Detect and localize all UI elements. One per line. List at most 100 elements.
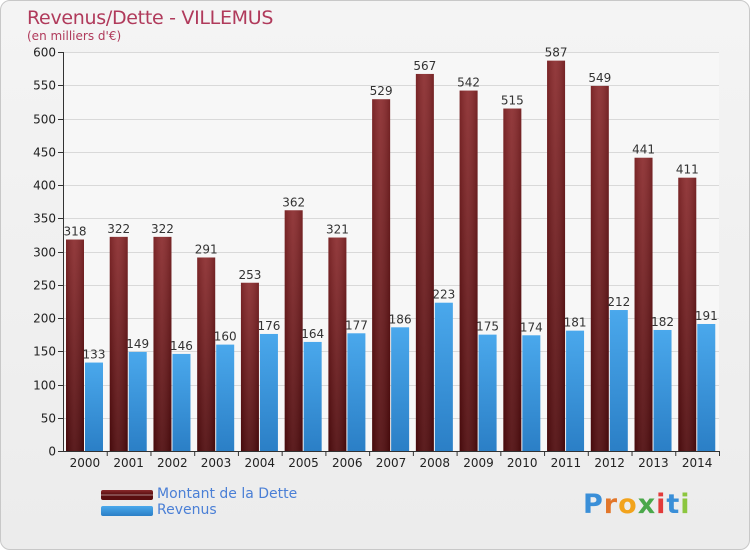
data-label-dette: 291 — [195, 242, 218, 256]
x-tick-label: 2000 — [70, 456, 101, 470]
logo-letter: i — [656, 489, 667, 520]
chart-title: Revenus/Dette - VILLEMUS — [27, 7, 274, 29]
bar-revenus — [216, 344, 235, 451]
bar-dette-shade — [590, 85, 609, 451]
y-tick-label: 350 — [33, 212, 56, 226]
y-tick-label: 550 — [33, 79, 56, 93]
y-tick-label: 450 — [33, 146, 56, 160]
data-label-revenus: 223 — [432, 288, 455, 302]
data-label-dette: 587 — [545, 46, 568, 60]
bar-revenus — [391, 327, 410, 451]
bar-dette-shade — [197, 257, 216, 451]
bar-revenus — [653, 329, 672, 451]
logo-letter: P — [583, 489, 604, 520]
logo-letter: t — [666, 489, 681, 520]
bar-revenus — [85, 362, 103, 451]
bar-dette-shade — [634, 157, 653, 452]
data-label-revenus: 133 — [83, 348, 106, 362]
data-label-dette: 253 — [238, 268, 261, 282]
bar-dette-shade — [153, 236, 172, 451]
data-label-revenus: 164 — [301, 327, 324, 341]
x-tick-label: 2014 — [682, 456, 713, 470]
data-label-revenus: 174 — [520, 320, 543, 334]
x-tick-label: 2013 — [638, 456, 669, 470]
x-tick-label: 2012 — [594, 456, 625, 470]
y-tick-label: 500 — [33, 113, 56, 127]
legend-label-dette: Montant de la Dette — [157, 486, 298, 502]
x-tick-label: 2009 — [463, 456, 494, 470]
data-label-dette: 322 — [107, 222, 130, 236]
y-tick-label: 600 — [33, 46, 56, 60]
bar-dette-shade — [328, 237, 347, 451]
bar-revenus — [434, 302, 453, 451]
x-tick-label: 2010 — [507, 456, 538, 470]
y-tick-label: 250 — [33, 279, 56, 293]
x-tick-label: 2003 — [201, 456, 232, 470]
data-label-revenus: 212 — [607, 295, 630, 309]
data-label-revenus: 146 — [170, 339, 193, 353]
bar-dette-shade — [372, 99, 391, 451]
data-label-revenus: 186 — [389, 312, 412, 326]
bar-revenus — [478, 334, 497, 451]
bar-dette-shade — [66, 239, 84, 451]
x-tick-label: 2004 — [245, 456, 276, 470]
legend-swatch-dette — [101, 490, 153, 500]
y-tick-label: 0 — [48, 445, 56, 459]
bar-dette-shade — [240, 282, 259, 451]
y-tick-label: 100 — [33, 379, 56, 393]
plot-area — [63, 52, 719, 451]
data-label-dette: 411 — [676, 163, 699, 177]
y-tick-label: 50 — [41, 412, 56, 426]
y-tick-label: 200 — [33, 312, 56, 326]
bar-revenus — [259, 333, 278, 451]
bar-revenus — [697, 323, 716, 451]
data-label-revenus: 181 — [564, 316, 587, 330]
x-tick-label: 2008 — [419, 456, 450, 470]
logo-letter: o — [618, 489, 638, 520]
x-tick-label: 2001 — [113, 456, 144, 470]
bar-dette-shade — [547, 60, 566, 452]
axes: 0 50 100 150 200 250 300 350 400 450 500 550 600 2000… — [33, 46, 720, 470]
bar-dette-shade — [503, 108, 522, 452]
y-tick-label: 300 — [33, 246, 56, 260]
data-label-dette: 441 — [632, 143, 655, 157]
logo-letter: i — [680, 489, 691, 520]
bar-revenus — [566, 330, 585, 451]
data-label-dette: 318 — [64, 225, 87, 239]
bar-dette-shade — [109, 236, 128, 451]
data-label-revenus: 182 — [651, 315, 674, 329]
data-label-dette: 322 — [151, 222, 174, 236]
data-label-revenus: 176 — [257, 319, 280, 333]
data-label-revenus: 160 — [214, 330, 237, 344]
x-tick-label: 2005 — [288, 456, 319, 470]
data-label-revenus: 149 — [126, 337, 149, 351]
legend-label-revenus: Revenus — [157, 502, 217, 518]
data-labels: 318 133 322 149 322 146 291 160 253 176 362 164 321 1… — [64, 46, 718, 362]
chart-subtitle: (en milliers d'€) — [27, 29, 122, 43]
data-label-revenus: 175 — [476, 320, 499, 334]
y-tick-label: 150 — [33, 345, 56, 359]
bar-revenus — [303, 341, 322, 451]
x-tick-label: 2002 — [157, 456, 188, 470]
bar-dette-shade — [459, 90, 478, 451]
data-label-dette: 567 — [413, 59, 436, 73]
bars — [66, 60, 716, 452]
data-label-dette: 362 — [282, 195, 305, 209]
bar-dette-shade — [678, 177, 697, 451]
data-label-revenus: 191 — [695, 309, 718, 323]
grid-lines — [63, 52, 719, 452]
bar-revenus — [128, 351, 147, 451]
data-label-revenus: 177 — [345, 318, 368, 332]
bar-revenus — [347, 333, 366, 451]
data-label-dette: 515 — [501, 94, 524, 108]
bar-dette-shade — [284, 210, 303, 451]
x-tick-label: 2011 — [551, 456, 582, 470]
x-tick-label: 2006 — [332, 456, 363, 470]
bar-revenus — [172, 353, 191, 451]
y-tick-label: 400 — [33, 179, 56, 193]
proxiti-logo: Proxiti — [583, 489, 691, 520]
logo-letter: x — [637, 489, 657, 520]
data-label-dette: 549 — [588, 71, 611, 85]
